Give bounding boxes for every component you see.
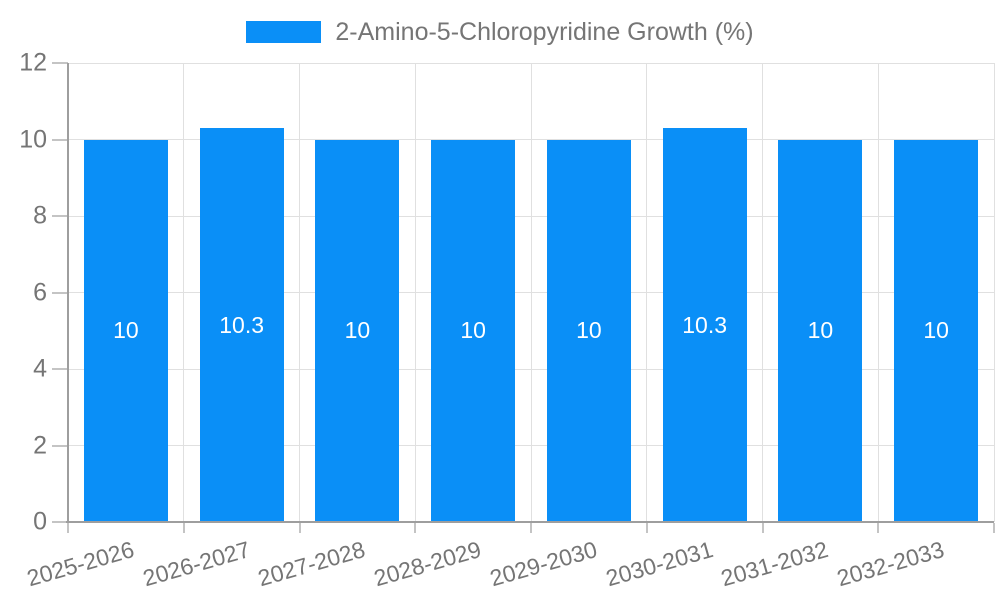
- legend[interactable]: 2-Amino-5-Chloropyridine Growth (%): [0, 17, 1000, 47]
- x-axis-tick: [530, 523, 532, 533]
- gridline-vertical: [299, 63, 300, 522]
- x-axis-tick: [414, 523, 417, 533]
- x-axis-tick: [67, 523, 69, 533]
- bar-2032-2033[interactable]: 10: [894, 139, 979, 522]
- y-axis-tick: [52, 62, 68, 64]
- bar-2027-2028[interactable]: 10: [315, 139, 400, 522]
- x-axis-tick: [993, 523, 995, 533]
- gridline-vertical: [530, 63, 532, 522]
- gridline-vertical: [646, 63, 648, 522]
- y-axis-tick-label: 8: [33, 201, 47, 230]
- y-axis-line: [67, 63, 69, 523]
- gridline-vertical: [762, 63, 763, 522]
- bar-value-label: 10: [576, 317, 602, 344]
- gridline-vertical: [183, 63, 185, 522]
- bar-2026-2027[interactable]: 10.3: [199, 128, 284, 522]
- bar-value-label: 10: [113, 317, 139, 344]
- y-axis-tick: [52, 368, 68, 370]
- gridline-vertical: [414, 63, 416, 522]
- x-axis-line: [66, 521, 994, 523]
- bar-2031-2032[interactable]: 10: [778, 139, 863, 522]
- bar-value-label: 10: [923, 317, 949, 344]
- bar-2025-2026[interactable]: 10: [83, 139, 168, 522]
- legend-swatch: [246, 21, 322, 43]
- bar-2029-2030[interactable]: 10: [546, 139, 631, 522]
- bar-value-label: 10: [807, 317, 834, 344]
- y-axis-tick-label: 0: [33, 507, 47, 536]
- x-axis-tick: [877, 523, 880, 533]
- bar-value-label: 10: [460, 317, 486, 344]
- y-axis-tick-label: 10: [19, 125, 47, 153]
- y-axis-tick: [52, 521, 68, 523]
- y-axis-tick: [52, 138, 68, 141]
- bar-value-label: 10.3: [682, 311, 727, 338]
- bar-2030-2031[interactable]: 10.3: [662, 128, 747, 522]
- x-axis-tick: [761, 523, 764, 533]
- y-axis-tick-label: 2: [33, 431, 47, 459]
- bar-value-label: 10.3: [219, 311, 264, 338]
- gridline-vertical: [993, 63, 995, 522]
- y-axis-tick-label: 12: [19, 48, 47, 77]
- y-axis-tick-label: 6: [33, 278, 47, 306]
- y-axis-tick: [52, 291, 68, 294]
- x-axis-tick: [645, 523, 648, 533]
- gridline-vertical: [877, 63, 879, 522]
- y-axis-tick: [52, 215, 68, 217]
- y-axis-tick: [52, 444, 68, 447]
- y-axis-tick-label: 4: [33, 354, 47, 383]
- x-axis-tick: [182, 523, 185, 533]
- bar-value-label: 10: [344, 317, 371, 344]
- x-axis-tick: [298, 523, 301, 533]
- bar-2028-2029[interactable]: 10: [431, 139, 516, 522]
- plot-area: 0 2 4 6 8 10 12 10 10.3 10 10 10 10.3 10 10: [19, 50, 995, 534]
- legend-label: 2-Amino-5-Chloropyridine Growth (%): [335, 17, 754, 46]
